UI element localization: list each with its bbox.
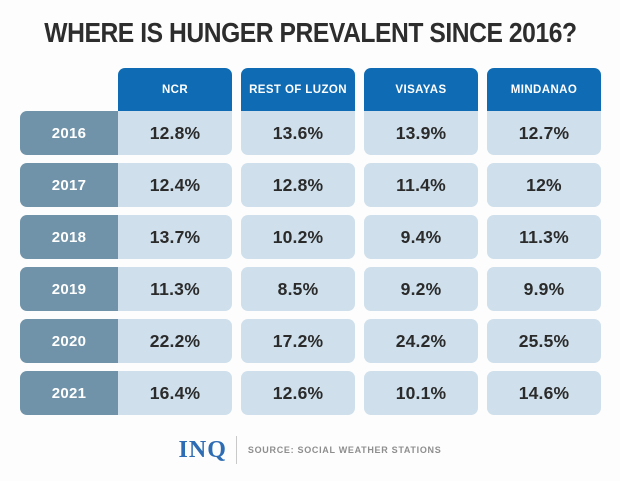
column-header-ncr: NCR (118, 68, 232, 111)
cell-2016-ncr: 12.8% (118, 111, 232, 155)
cell-2017-visayas: 11.4% (364, 163, 478, 207)
column-header-rest-of-luzon: REST OF LUZON (241, 68, 355, 111)
source-attribution: SOURCE: SOCIAL WEATHER STATIONS (247, 445, 442, 455)
page-title: WHERE IS HUNGER PREVALENT SINCE 2016? (0, 13, 620, 50)
table-header-row: NCR REST OF LUZON VISAYAS MINDANAO (118, 68, 601, 111)
footer: INQ SOURCE: SOCIAL WEATHER STATIONS (0, 436, 620, 464)
cell-2020-ncr: 22.2% (118, 319, 232, 363)
cell-2017-mindanao: 12% (487, 163, 601, 207)
cell-2018-ncr: 13.7% (118, 215, 232, 259)
cell-2017-rest-of-luzon: 12.8% (241, 163, 355, 207)
page-title-text: WHERE IS HUNGER PREVALENT SINCE 2016? (43, 17, 577, 48)
cell-2019-mindanao: 9.9% (487, 267, 601, 311)
cell-2016-rest-of-luzon: 13.6% (241, 111, 355, 155)
cell-2018-rest-of-luzon: 10.2% (241, 215, 355, 259)
cell-2020-visayas: 24.2% (364, 319, 478, 363)
cell-2019-ncr: 11.3% (118, 267, 232, 311)
row-header-year: 2016 (20, 111, 118, 155)
cell-2021-ncr: 16.4% (118, 371, 232, 415)
row-header-year: 2020 (20, 319, 118, 363)
cell-2019-rest-of-luzon: 8.5% (241, 267, 355, 311)
table-row-2020: 2020 22.2% 17.2% 24.2% 25.5% (20, 319, 601, 363)
table-row-2019: 2019 11.3% 8.5% 9.2% 9.9% (20, 267, 601, 311)
footer-divider (235, 436, 237, 464)
column-header-visayas: VISAYAS (364, 68, 478, 111)
cell-2021-mindanao: 14.6% (487, 371, 601, 415)
table-row-2018: 2018 13.7% 10.2% 9.4% 11.3% (20, 215, 601, 259)
cell-2018-mindanao: 11.3% (487, 215, 601, 259)
row-header-year: 2017 (20, 163, 118, 207)
row-header-year: 2021 (20, 371, 118, 415)
column-header-mindanao: MINDANAO (487, 68, 601, 111)
cell-2016-mindanao: 12.7% (487, 111, 601, 155)
table-row-2016: 2016 12.8% 13.6% 13.9% 12.7% (20, 111, 601, 155)
cell-2019-visayas: 9.2% (364, 267, 478, 311)
cell-2017-ncr: 12.4% (118, 163, 232, 207)
row-header-year: 2019 (20, 267, 118, 311)
cell-2021-rest-of-luzon: 12.6% (241, 371, 355, 415)
table-row-2017: 2017 12.4% 12.8% 11.4% 12% (20, 163, 601, 207)
table-row-2021: 2021 16.4% 12.6% 10.1% 14.6% (20, 371, 601, 415)
cell-2018-visayas: 9.4% (364, 215, 478, 259)
cell-2020-mindanao: 25.5% (487, 319, 601, 363)
cell-2016-visayas: 13.9% (364, 111, 478, 155)
cell-2020-rest-of-luzon: 17.2% (241, 319, 355, 363)
inquirer-logo: INQ (178, 437, 227, 463)
cell-2021-visayas: 10.1% (364, 371, 478, 415)
hunger-table: NCR REST OF LUZON VISAYAS MINDANAO 2016 … (20, 68, 601, 415)
row-header-year: 2018 (20, 215, 118, 259)
